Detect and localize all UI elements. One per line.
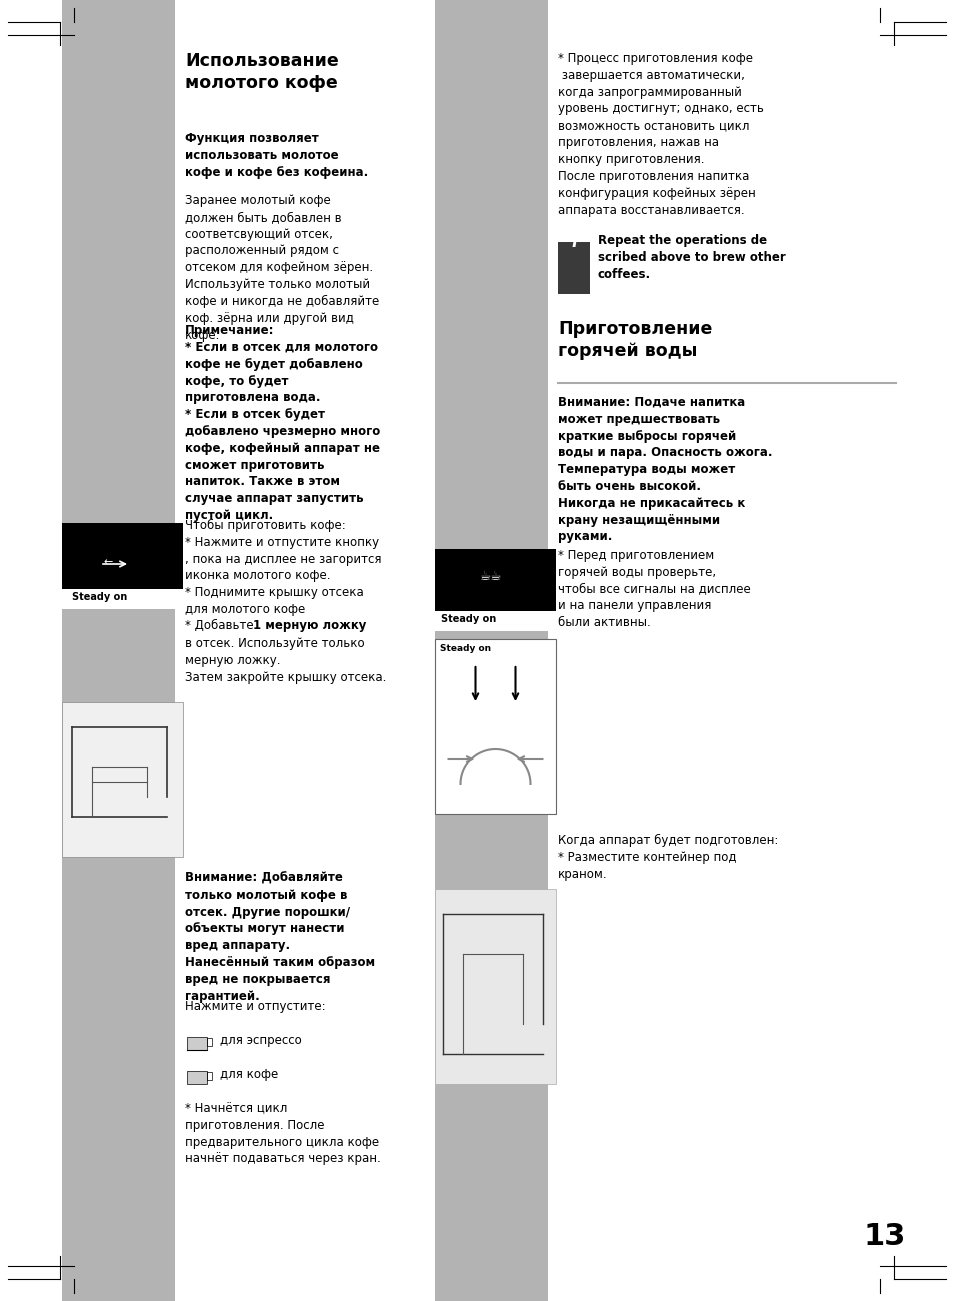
- Text: ←: ←: [104, 557, 113, 567]
- Bar: [435, 889, 556, 1084]
- Text: ☕☕: ☕☕: [478, 570, 500, 583]
- Text: Заранее молотый кофе
должен быть добавлен в
соответсвующий отсек,
расположенный : Заранее молотый кофе должен быть добавле…: [185, 194, 379, 342]
- Text: Примечание:: Примечание:: [185, 324, 274, 337]
- Bar: [207, 1072, 212, 1080]
- Text: Функция позволяет
использовать молотое
кофе и кофе без кофеина.: Функция позволяет использовать молотое к…: [185, 131, 368, 178]
- Text: * Начнётся цикл
приготовления. После
предварительного цикла кофе
начнёт подавать: * Начнётся цикл приготовления. После пре…: [185, 1102, 380, 1166]
- Bar: [207, 1038, 212, 1046]
- Bar: [62, 703, 183, 857]
- Text: Steady on: Steady on: [440, 614, 496, 624]
- Bar: [435, 611, 556, 631]
- Bar: [435, 549, 556, 631]
- Text: Repeat the operations de
scribed above to brew other
coffees.: Repeat the operations de scribed above t…: [598, 234, 785, 281]
- Bar: [558, 242, 589, 294]
- Text: Steady on: Steady on: [439, 644, 491, 653]
- Bar: [62, 523, 183, 609]
- Text: для кофе: для кофе: [220, 1068, 278, 1081]
- Text: 1 мерную ложку: 1 мерную ложку: [253, 619, 366, 632]
- Text: После приготовления напитка
конфигурация кофейных зёрен
аппарата восстанавливает: После приготовления напитка конфигурация…: [558, 170, 755, 216]
- Text: для эспрессо: для эспрессо: [220, 1034, 301, 1047]
- Bar: [435, 0, 547, 1301]
- Text: Внимание: Подаче напитка
может предшествовать
краткие выбросы горячей
воды и пар: Внимание: Подаче напитка может предшеств…: [558, 396, 772, 544]
- Bar: [187, 1037, 207, 1050]
- Text: в отсек. Используйте только
мерную ложку.
Затем закройте крышку отсека.: в отсек. Используйте только мерную ложку…: [185, 637, 386, 683]
- Text: i: i: [571, 233, 577, 251]
- Text: Нажмите и отпустите:: Нажмите и отпустите:: [185, 1000, 325, 1013]
- Bar: [187, 1071, 207, 1084]
- Text: Внимание: Добавляйте
только молотый кофе в
отсек. Другие порошки/
объекты могут : Внимание: Добавляйте только молотый кофе…: [185, 872, 375, 1003]
- Text: Когда аппарат будет подготовлен:
* Разместите контейнер под
краном.: Когда аппарат будет подготовлен: * Разме…: [558, 834, 778, 881]
- Bar: [62, 0, 174, 1301]
- Bar: [62, 589, 183, 609]
- Text: Чтобы приготовить кофе:
* Нажмите и отпустите кнопку
, пока на дисплее не загори: Чтобы приготовить кофе: * Нажмите и отпу…: [185, 519, 381, 617]
- Text: * Перед приготовлением
горячей воды проверьте,
чтобы все сигналы на дисплее
и на: * Перед приготовлением горячей воды пров…: [558, 549, 750, 630]
- Text: Steady on: Steady on: [71, 592, 127, 602]
- Text: * Если в отсек для молотого
кофе не будет добавлено
кофе, то будет
приготовлена : * Если в отсек для молотого кофе не буде…: [185, 341, 380, 522]
- Text: * Добавьте: * Добавьте: [185, 619, 257, 632]
- Text: Приготовление
горячей воды: Приготовление горячей воды: [558, 320, 712, 359]
- Text: 13: 13: [863, 1222, 905, 1252]
- Text: Использование
молотого кофе: Использование молотого кофе: [185, 52, 338, 91]
- Bar: [435, 639, 556, 814]
- Text: * Процесс приготовления кофе
 завершается автоматически,
когда запрограммированн: * Процесс приготовления кофе завершается…: [558, 52, 763, 165]
